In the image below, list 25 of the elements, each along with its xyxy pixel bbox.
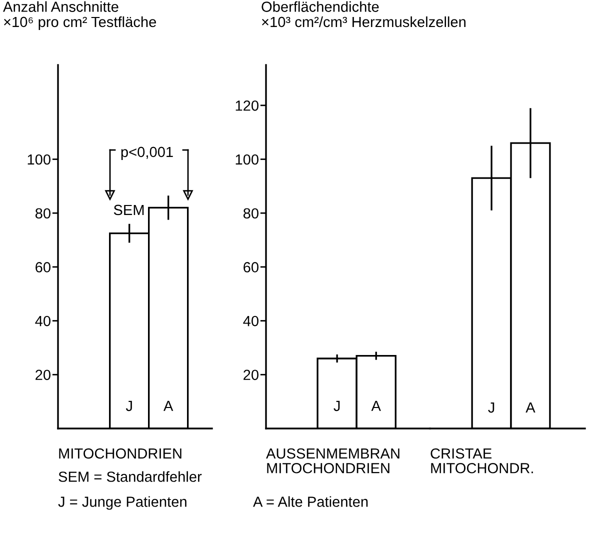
- text: SEM = Standardfehler: [58, 471, 202, 482]
- y-tick-label: 120: [236, 100, 258, 111]
- x-axis-title: AUSSENMEMBRAN MITOCHONDRIEN: [266, 448, 400, 474]
- y-tick-label: 40: [243, 316, 258, 326]
- y-tick-label: 40: [35, 316, 50, 326]
- x-tick-label: J: [334, 400, 340, 412]
- x-tick-label: A: [371, 400, 381, 411]
- y-tick-label: 100: [236, 154, 258, 165]
- y-axis-title: Anzahl Anschnitte ×10⁶ pro cm² Testfläche: [3, 1, 156, 30]
- x-axis-title: CRISTAE MITOCHONDR.: [430, 448, 533, 474]
- x-axis-title: MITOCHONDRIEN: [59, 448, 182, 459]
- y-tick-label: 60: [36, 262, 50, 272]
- y-tick-label: 100: [28, 154, 50, 165]
- text: A = Alte Patienten: [253, 496, 368, 507]
- x-tick-label: J: [126, 400, 132, 412]
- y-tick-label: 60: [244, 262, 258, 272]
- y-axis-title: Oberflächendichte ×10³ cm²/cm³ Herzmuskelzellen: [262, 1, 466, 28]
- y-tick-label: 20: [244, 370, 258, 380]
- y-tick-label: 80: [243, 208, 258, 219]
- x-tick-label: A: [164, 400, 174, 411]
- annotation: SEM: [114, 204, 144, 216]
- annotation: p<0,001: [121, 146, 173, 160]
- y-tick-label: 20: [36, 370, 50, 380]
- text: J = Junge Patienten: [58, 496, 186, 510]
- y-tick-label: 80: [35, 208, 50, 219]
